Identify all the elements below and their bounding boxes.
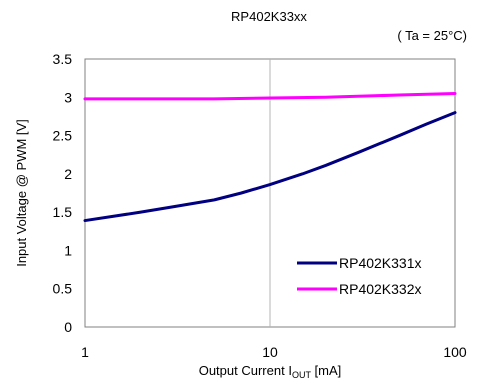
series-line-rp402k331x <box>83 111 457 223</box>
x-axis-label-unit: [mA] <box>311 363 341 378</box>
y-tick-label: 0 <box>64 319 72 335</box>
y-tick-label: 2.5 <box>53 128 73 144</box>
y-tick-label: 3.5 <box>53 51 73 67</box>
legend-label-rp402k332x: RP402K332x <box>339 281 422 297</box>
y-tick-label: 1 <box>64 242 72 258</box>
series-line-rp402k332x <box>83 91 457 101</box>
x-axis-label-main: Output Current I <box>199 363 292 378</box>
x-axis-label: Output Current IOUT [mA] <box>199 363 342 380</box>
chart-condition: ( Ta = 25°C) <box>397 28 467 43</box>
series-layer <box>83 91 457 223</box>
y-tick-label: 3 <box>64 89 72 105</box>
y-tick-label: 1.5 <box>53 204 73 220</box>
chart-title: RP402K33xx <box>231 9 307 24</box>
y-tick-label: 0.5 <box>53 281 73 297</box>
legend-label-rp402k331x: RP402K331x <box>339 255 422 271</box>
x-tick-label: 10 <box>262 344 278 360</box>
x-axis-label-subscript: OUT <box>292 370 312 380</box>
legend: RP402K331x RP402K332x <box>297 255 422 297</box>
y-tick-labels: 0 0.5 1 1.5 2 2.5 3 3.5 <box>53 51 73 335</box>
y-tick-label: 2 <box>64 166 72 182</box>
x-tick-label: 100 <box>443 344 467 360</box>
x-tick-label: 1 <box>81 344 89 360</box>
y-axis-label: Input Voltage @ PWM [V] <box>14 119 29 267</box>
x-tick-labels: 1 10 100 <box>81 344 467 360</box>
